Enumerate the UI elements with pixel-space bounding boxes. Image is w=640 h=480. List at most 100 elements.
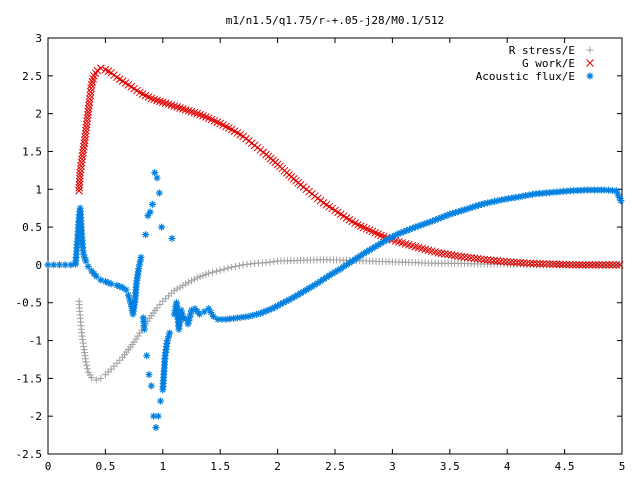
data-point bbox=[602, 261, 610, 269]
data-point bbox=[199, 271, 207, 279]
x-tick-label: 2.5 bbox=[325, 460, 345, 473]
data-point bbox=[487, 198, 495, 206]
data-point bbox=[525, 191, 533, 199]
data-point bbox=[86, 87, 95, 96]
data-point bbox=[200, 308, 208, 316]
data-point bbox=[83, 111, 92, 119]
data-point bbox=[173, 103, 182, 111]
data-point bbox=[529, 259, 538, 268]
data-point bbox=[268, 305, 276, 313]
data-point bbox=[87, 84, 96, 93]
data-point bbox=[377, 239, 385, 247]
data-point bbox=[82, 120, 91, 129]
data-point bbox=[262, 307, 270, 315]
data-point bbox=[233, 314, 241, 322]
data-point bbox=[201, 113, 210, 121]
data-point bbox=[334, 266, 342, 274]
data-point bbox=[153, 174, 161, 182]
data-point bbox=[79, 148, 87, 157]
data-point bbox=[185, 278, 193, 286]
data-point bbox=[420, 220, 428, 228]
data-point bbox=[143, 352, 151, 360]
data-point bbox=[205, 305, 213, 313]
data-point bbox=[256, 309, 264, 317]
y-tick-label: -0.5 bbox=[16, 297, 43, 310]
data-point bbox=[187, 107, 196, 116]
data-point bbox=[351, 255, 359, 263]
data-point bbox=[88, 78, 97, 86]
data-point bbox=[88, 374, 96, 382]
data-point bbox=[186, 313, 194, 321]
data-point bbox=[414, 222, 422, 230]
data-point bbox=[92, 272, 100, 280]
data-point bbox=[406, 225, 414, 233]
data-point bbox=[187, 310, 195, 318]
data-point bbox=[85, 101, 93, 110]
data-point bbox=[449, 209, 457, 217]
data-point bbox=[503, 258, 512, 266]
data-point bbox=[241, 313, 249, 321]
data-point bbox=[429, 217, 437, 225]
data-point bbox=[388, 233, 396, 241]
data-point bbox=[516, 258, 525, 267]
data-point bbox=[513, 258, 521, 267]
data-point bbox=[104, 279, 112, 287]
data-point bbox=[391, 231, 399, 239]
data-point bbox=[80, 250, 88, 258]
data-point bbox=[508, 194, 516, 202]
data-point bbox=[473, 254, 482, 263]
data-point bbox=[354, 253, 362, 261]
series-2 bbox=[44, 169, 625, 432]
data-point bbox=[475, 201, 482, 209]
x-tick-label: 5 bbox=[619, 460, 626, 473]
data-point bbox=[220, 265, 228, 273]
data-point bbox=[266, 258, 274, 266]
data-point bbox=[140, 325, 148, 333]
plot-frame bbox=[47, 37, 623, 455]
data-point bbox=[568, 260, 577, 269]
data-point bbox=[477, 201, 485, 209]
data-point bbox=[185, 317, 193, 325]
data-point bbox=[76, 165, 85, 174]
y-tick-label: 0.5 bbox=[22, 221, 42, 234]
data-point bbox=[161, 99, 170, 108]
data-point bbox=[84, 104, 93, 113]
data-point bbox=[559, 260, 567, 269]
data-point bbox=[79, 145, 88, 154]
data-point bbox=[78, 155, 86, 164]
data-point bbox=[322, 273, 330, 281]
data-point bbox=[83, 114, 92, 122]
data-point bbox=[178, 310, 186, 318]
data-point bbox=[565, 260, 574, 269]
data-point bbox=[314, 279, 322, 287]
data-point bbox=[585, 261, 594, 269]
data-point bbox=[127, 303, 135, 311]
data-point bbox=[348, 257, 356, 265]
data-point bbox=[325, 271, 333, 279]
data-point bbox=[151, 169, 159, 177]
data-point bbox=[79, 247, 87, 255]
data-point bbox=[116, 356, 124, 364]
data-point bbox=[205, 269, 213, 277]
data-point bbox=[605, 186, 613, 194]
data-point bbox=[434, 248, 443, 257]
data-point bbox=[452, 208, 460, 216]
legend-marker-symbol bbox=[586, 46, 594, 54]
data-point bbox=[519, 259, 528, 267]
data-point bbox=[595, 261, 603, 269]
data-point bbox=[77, 162, 85, 170]
data-point bbox=[417, 221, 425, 229]
data-point bbox=[83, 361, 91, 369]
data-point bbox=[199, 112, 207, 120]
data-point bbox=[549, 260, 557, 269]
data-point bbox=[139, 314, 147, 322]
data-point bbox=[235, 262, 243, 270]
data-point bbox=[337, 265, 345, 273]
data-point bbox=[297, 289, 305, 297]
data-point bbox=[291, 293, 299, 301]
data-point bbox=[328, 270, 336, 278]
x-tick-label: 4 bbox=[504, 460, 511, 473]
data-point bbox=[282, 297, 290, 305]
x-tick-label: 0.5 bbox=[95, 460, 115, 473]
